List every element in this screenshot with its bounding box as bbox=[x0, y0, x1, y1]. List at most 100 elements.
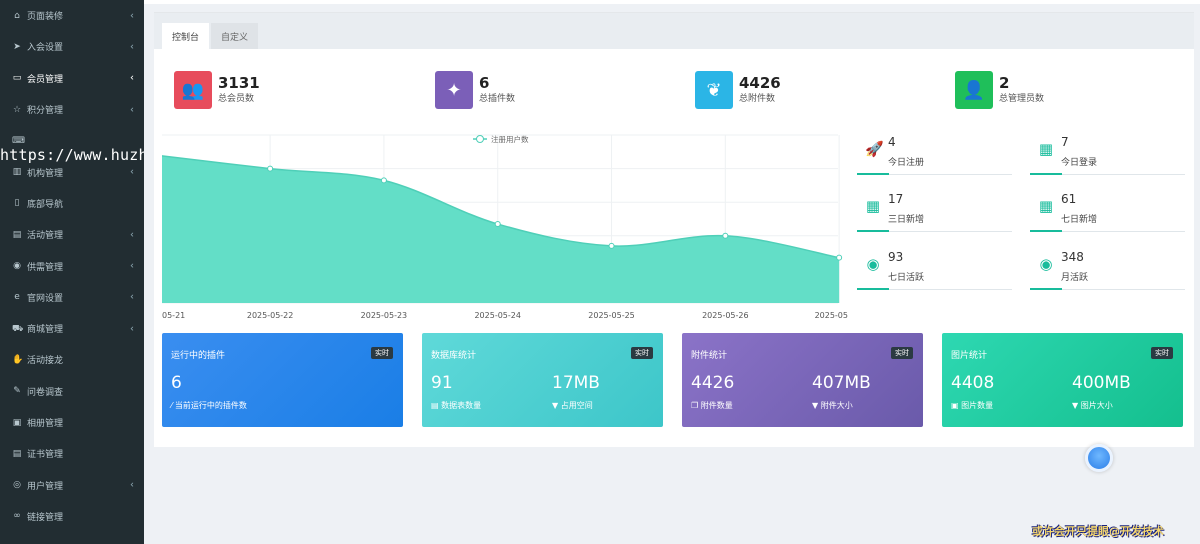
panel-label: ⁄ 当前运行中的插件数 bbox=[171, 400, 247, 411]
realtime-badge: 实时 bbox=[371, 347, 393, 359]
file-icon: ▤ bbox=[12, 229, 22, 240]
panel-title: 数据库统计 bbox=[431, 351, 477, 361]
sidebar: ⌂ 页面装修 ‹ ➤ 入会设置 ‹ ▭ 会员管理 ‹ ☆ 积分管理 ‹ ⌨ ▥ 机构管理 ‹ ▯ 底部导航 ▤ 活动管… bbox=[0, 0, 144, 544]
stat-value: 4426 bbox=[739, 74, 781, 92]
panel-label-text: 图片数量 bbox=[961, 401, 994, 410]
sidebar-item-label: 积分管理 bbox=[27, 106, 64, 117]
sidebar-item-11[interactable]: ✋ 活动接龙 bbox=[0, 344, 144, 375]
chevron-left-icon: ‹ bbox=[130, 72, 134, 84]
user-circle-icon: ◉ bbox=[1039, 255, 1053, 273]
chevron-left-icon: ‹ bbox=[130, 10, 134, 22]
panel-label: ▤ 数据表数量 bbox=[431, 400, 481, 411]
mini-stat-label: 三日新增 bbox=[888, 215, 925, 225]
magic-wand-icon: ✦ bbox=[435, 71, 473, 109]
keyboard-icon: ⌨ bbox=[12, 135, 25, 146]
stat-value: 3131 bbox=[218, 74, 260, 92]
legend-marker bbox=[476, 135, 484, 143]
panel-value: 91 bbox=[431, 373, 453, 393]
sidebar-item-label: 相册管理 bbox=[27, 419, 64, 429]
stat-label: 总插件数 bbox=[479, 94, 516, 104]
cart-icon: ⛟ bbox=[12, 323, 24, 334]
mini-stat-label: 今日注册 bbox=[888, 158, 925, 168]
eye-icon: ◉ bbox=[13, 261, 21, 272]
floating-button[interactable] bbox=[1085, 444, 1113, 472]
mini-stat: ▦ 61 七日新增 bbox=[1030, 188, 1185, 232]
sidebar-item-9[interactable]: e 官网设置 ‹ bbox=[0, 282, 144, 313]
sidebar-item-14[interactable]: ▤ 证书管理 bbox=[0, 438, 144, 469]
panel-label-text: 图片大小 bbox=[1080, 401, 1113, 410]
sidebar-item-4[interactable]: ⌨ bbox=[0, 125, 144, 156]
sidebar-item-label: 会员管理 bbox=[27, 74, 64, 85]
tab-console[interactable]: 控制台 bbox=[162, 23, 210, 49]
panel-label: ▼ 占用空间 bbox=[552, 400, 593, 411]
panel-label-text: 占用空间 bbox=[560, 401, 593, 410]
magic-wand-icon: ⁄ bbox=[171, 401, 173, 410]
star-icon: ☆ bbox=[12, 104, 22, 115]
leaf-icon: ❦ bbox=[695, 71, 733, 109]
sidebar-item-16[interactable]: ∞ 链接管理 bbox=[0, 501, 144, 532]
sidebar-item-label: 问卷调查 bbox=[27, 387, 64, 398]
panel-value: 6 bbox=[171, 373, 182, 393]
mini-stat: 🚀 4 今日注册 bbox=[857, 131, 1012, 175]
sidebar-item-1[interactable]: ➤ 入会设置 ‹ bbox=[0, 31, 144, 62]
data-point bbox=[836, 254, 843, 261]
panel-label: ❐ 附件数量 bbox=[691, 400, 733, 411]
sidebar-item-12[interactable]: ✎ 问卷调查 bbox=[0, 376, 144, 407]
id-card-icon: ▭ bbox=[12, 73, 22, 84]
mini-stat-label: 七日新增 bbox=[1061, 215, 1098, 225]
sidebar-item-label: 商城管理 bbox=[27, 325, 64, 336]
tab-custom[interactable]: 自定义 bbox=[211, 23, 259, 49]
file-text-icon: ▤ bbox=[12, 448, 22, 459]
tab-bar: 控制台 自定义 bbox=[154, 13, 1194, 49]
chart-svg: 05-21 2025-05-22 2025-05-23 2025-05-24 2025-… bbox=[153, 134, 848, 320]
users-icon: 👥 bbox=[174, 71, 212, 109]
panel-label-text: 附件数量 bbox=[700, 401, 733, 410]
watermark-url: https://www.huzhan.com/ishop52942 bbox=[0, 146, 144, 164]
stat-panel: 运行中的插件 实时 6 ⁄ 当前运行中的插件数 bbox=[162, 333, 403, 427]
x-tick-label: 05-21 bbox=[162, 311, 185, 320]
sidebar-item-label: 底部导航 bbox=[27, 199, 64, 210]
stat-label: 总管理员数 bbox=[999, 94, 1045, 104]
link-icon: ∞ bbox=[13, 511, 21, 522]
ie-icon: e bbox=[14, 292, 20, 303]
mini-stat-value: 7 bbox=[1061, 135, 1069, 149]
stat-card: 👤 2 总管理员数 bbox=[955, 70, 1044, 110]
panel-value: 4426 bbox=[691, 373, 735, 393]
sidebar-item-6[interactable]: ▯ 底部导航 bbox=[0, 188, 144, 219]
sidebar-item-7[interactable]: ▤ 活动管理 ‹ bbox=[0, 219, 144, 250]
sidebar-item-13[interactable]: ▣ 相册管理 bbox=[0, 407, 144, 438]
vcard-icon: ▦ bbox=[1038, 140, 1054, 158]
sidebar-item-15[interactable]: ◎ 用户管理 ‹ bbox=[0, 469, 144, 500]
x-tick-label: 2025-05-23 bbox=[361, 311, 408, 320]
sidebar-item-5[interactable]: ▥ 机构管理 ‹ bbox=[0, 156, 144, 187]
stat-label: 总附件数 bbox=[739, 94, 776, 104]
stat-label: 总会员数 bbox=[218, 94, 255, 104]
rocket-icon: 🚀 bbox=[865, 140, 884, 158]
data-point bbox=[722, 232, 729, 239]
sidebar-item-label: 入会设置 bbox=[27, 43, 64, 54]
mini-stat-value: 348 bbox=[1061, 250, 1084, 264]
panel-label: ▼ 附件大小 bbox=[812, 400, 853, 411]
sidebar-item-10[interactable]: ⛟ 商城管理 ‹ bbox=[0, 313, 144, 344]
underline bbox=[1030, 173, 1185, 175]
sidebar-item-8[interactable]: ◉ 供需管理 ‹ bbox=[0, 250, 144, 281]
sidebar-item-3[interactable]: ☆ 积分管理 ‹ bbox=[0, 94, 144, 125]
panel-value: 17MB bbox=[552, 373, 600, 393]
underline bbox=[857, 288, 1012, 290]
sidebar-item-label: 供需管理 bbox=[27, 262, 64, 273]
top-bar bbox=[144, 0, 1200, 4]
x-tick-label: 2025-05-26 bbox=[702, 311, 749, 320]
chevron-left-icon: ‹ bbox=[130, 479, 134, 491]
sidebar-item-0[interactable]: ⌂ 页面装修 ‹ bbox=[0, 0, 144, 31]
stat-card: 👥 3131 总会员数 bbox=[174, 70, 260, 110]
paper-plane-icon: ➤ bbox=[13, 41, 21, 52]
underline bbox=[1030, 230, 1185, 232]
data-point bbox=[380, 177, 387, 184]
sidebar-item-2[interactable]: ▭ 会员管理 ‹ bbox=[0, 63, 144, 94]
copy-icon: ❐ bbox=[691, 401, 699, 410]
chevron-left-icon: ‹ bbox=[130, 291, 134, 303]
mini-stat: ▦ 7 今日登录 bbox=[1030, 131, 1185, 175]
x-tick-label: 2025-05-22 bbox=[247, 311, 294, 320]
realtime-badge: 实时 bbox=[891, 347, 913, 359]
mini-stat: ◉ 348 月活跃 bbox=[1030, 246, 1185, 290]
